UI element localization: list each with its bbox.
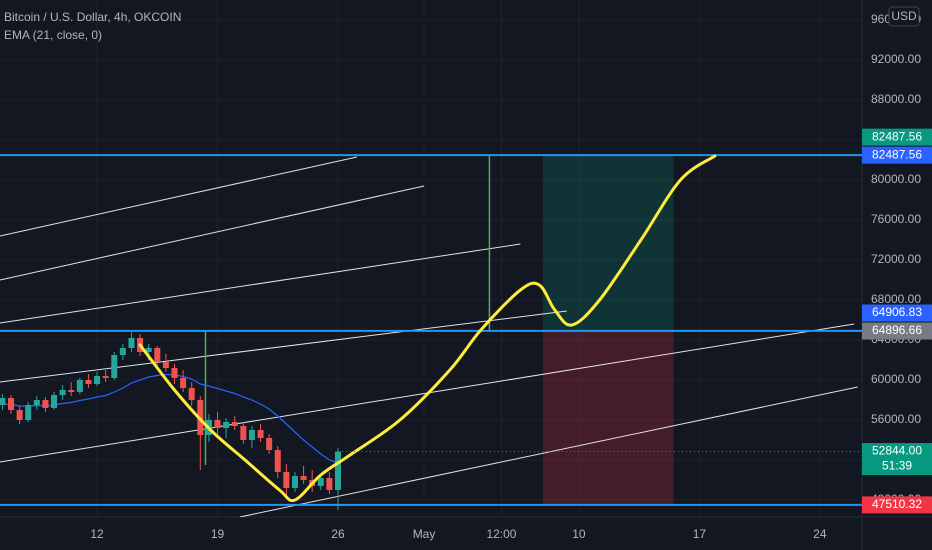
candle-body (266, 438, 273, 450)
candle-body (274, 450, 281, 472)
candle-body (51, 395, 58, 408)
candle-body (180, 378, 187, 388)
candle-body (85, 380, 92, 384)
y-tick-label: 60000.00 (871, 372, 921, 386)
x-tick-label: 12:00 (486, 527, 516, 541)
candle-body (25, 405, 32, 420)
indicator-legend: EMA (21, close, 0) (4, 28, 102, 42)
price-label: 82487.56 (872, 147, 922, 161)
candle-body (154, 348, 161, 362)
candle-body (300, 476, 307, 480)
x-tick-label: 10 (572, 527, 586, 541)
candle-body (171, 368, 178, 378)
price-label-box (862, 304, 932, 322)
x-tick-label: May (413, 527, 436, 541)
candle-body (317, 478, 324, 486)
currency-label[interactable]: USD (891, 9, 917, 23)
price-label-box (862, 496, 932, 514)
y-tick-label: 56000.00 (871, 412, 921, 426)
candle-body (326, 478, 333, 490)
candle-body (257, 430, 264, 438)
candle-body (33, 400, 40, 405)
ema-line (2, 373, 339, 464)
candle-body (223, 422, 230, 428)
plot (0, 154, 862, 517)
x-tick-label: 12 (90, 527, 104, 541)
price-label-box (862, 443, 932, 476)
x-tick-label: 17 (693, 527, 707, 541)
currency-button[interactable] (888, 6, 920, 27)
candle-body (334, 451, 341, 490)
grid (0, 0, 862, 517)
candle-body (111, 355, 118, 378)
chart-title: Bitcoin / U.S. Dollar, 4h, OKCOIN (4, 10, 181, 24)
x-tick-label: 24 (813, 527, 827, 541)
projection-curve (138, 154, 717, 503)
price-label: 47510.32 (872, 497, 922, 511)
price-label: 64906.83 (872, 305, 922, 319)
candle-body (188, 388, 195, 400)
y-tick-label: 72000.00 (871, 252, 921, 266)
candle-body (0, 398, 6, 405)
y-tick-label: 76000.00 (871, 212, 921, 226)
candle-body (42, 400, 49, 408)
candle-body (214, 420, 221, 428)
trend-line (0, 185, 425, 281)
candle-body (16, 410, 23, 420)
price-label: 82487.56 (872, 129, 922, 143)
candle-body (8, 398, 15, 410)
y-tick-label: 88000.00 (871, 92, 921, 106)
price-label-box (862, 322, 932, 340)
candle-body (248, 430, 255, 440)
axes: 48000.0052000.0056000.0060000.0064000.00… (90, 12, 932, 541)
candle-body (119, 348, 126, 355)
candle-body (76, 380, 83, 392)
price-label-box (862, 146, 932, 164)
candle-body (68, 390, 75, 392)
position-loss (542, 330, 674, 505)
y-tick-label: 80000.00 (871, 172, 921, 186)
trend-line (0, 243, 521, 324)
candle-body (128, 338, 135, 348)
x-tick-label: 26 (331, 527, 345, 541)
candle-body (240, 426, 247, 440)
y-tick-label: 68000.00 (871, 292, 921, 306)
trend-line (0, 310, 567, 383)
y-tick-label: 92000.00 (871, 52, 921, 66)
countdown-label: 51:39 (882, 459, 912, 473)
candle-body (102, 376, 109, 378)
price-label-box (862, 128, 932, 146)
candle-body (162, 362, 169, 368)
trend-line (0, 156, 358, 237)
candle-body (231, 422, 238, 426)
price-label: 52844.00 (872, 444, 922, 458)
candle-body (94, 376, 101, 384)
candle-body (283, 472, 290, 488)
trend-line (239, 386, 858, 517)
x-tick-label: 19 (211, 527, 225, 541)
price-label: 64896.66 (872, 323, 922, 337)
position-profit (542, 155, 674, 331)
candle-body (59, 390, 66, 395)
candle-body (291, 476, 298, 488)
candle-body (145, 348, 152, 352)
